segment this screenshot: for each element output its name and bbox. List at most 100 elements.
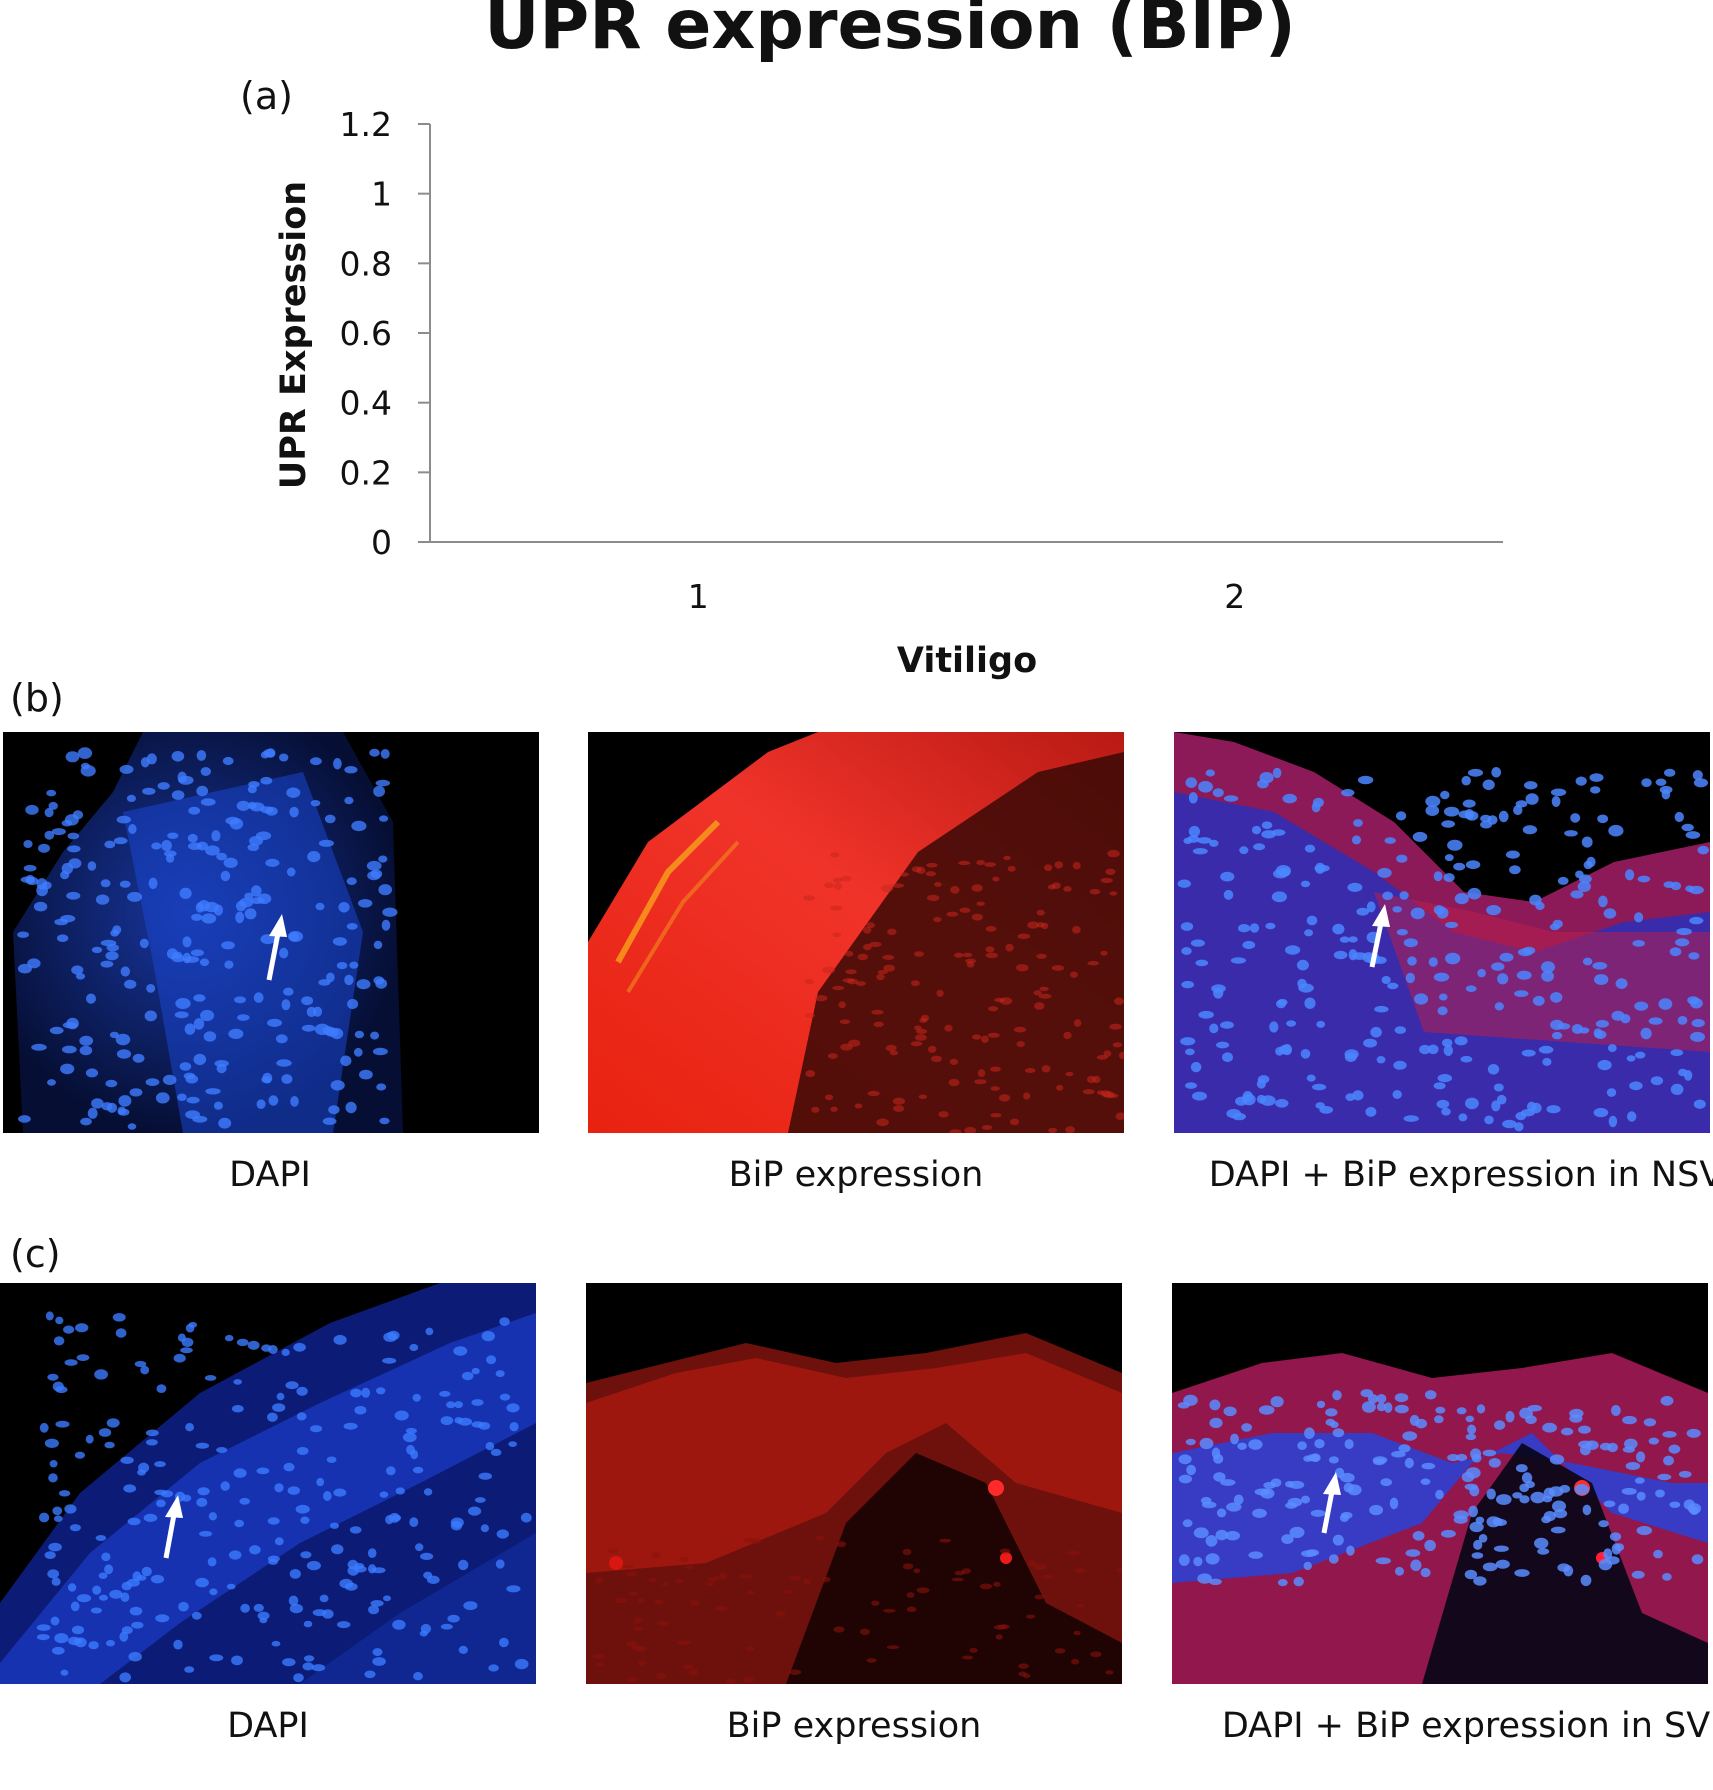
nucleus-dot	[1017, 933, 1031, 940]
nucleus-dot	[1405, 972, 1415, 984]
nucleus-dot	[1188, 792, 1198, 804]
nucleus-dot	[990, 1066, 1001, 1072]
nucleus-dot	[281, 1074, 293, 1084]
nucleus-dot	[44, 830, 55, 840]
nucleus-dot	[1209, 839, 1219, 847]
nucleus-dot	[977, 1069, 986, 1078]
nucleus-dot	[1241, 1423, 1252, 1432]
nucleus-dot	[53, 1336, 65, 1346]
nucleus-dot	[1509, 865, 1521, 875]
nucleus-dot	[98, 1572, 108, 1579]
caption-c-merge: DAPI + BiP expression in SV	[1221, 1706, 1711, 1746]
nucleus-dot	[656, 1673, 666, 1680]
nucleus-dot	[856, 981, 866, 986]
nucleus-dot	[301, 996, 314, 1006]
nucleus-dot	[1425, 805, 1440, 816]
nucleus-dot	[120, 1592, 130, 1602]
nucleus-dot	[1541, 961, 1555, 973]
nucleus-dot	[682, 1664, 695, 1669]
nucleus-dot	[1515, 800, 1528, 808]
nucleus-dot	[1269, 1021, 1279, 1033]
nucleus-dot	[1627, 1111, 1637, 1122]
nucleus-dot	[1447, 839, 1463, 851]
nucleus-dot	[300, 1551, 312, 1559]
nucleus-dot	[1222, 1052, 1233, 1063]
nucleus-dot	[1376, 1402, 1386, 1412]
nucleus-dot	[885, 1044, 897, 1052]
nucleus-dot	[409, 1517, 419, 1527]
nucleus-dot	[405, 1427, 417, 1434]
nucleus-dot	[64, 814, 79, 826]
nucleus-dot	[1513, 805, 1523, 816]
caption-c-bip: BiP expression	[726, 1706, 982, 1746]
nucleus-dot	[993, 1581, 1001, 1587]
nucleus-dot	[376, 1083, 387, 1091]
nucleus-dot	[1634, 912, 1644, 923]
nucleus-dot	[1441, 820, 1456, 828]
nucleus-dot	[361, 1387, 371, 1398]
nucleus-dot	[76, 1354, 90, 1361]
nucleus-dot	[1249, 923, 1260, 933]
nucleus-dot	[1686, 1428, 1701, 1438]
nucleus-dot	[1314, 864, 1330, 872]
nucleus-dot	[632, 1645, 643, 1651]
nucleus-dot	[974, 1079, 987, 1085]
nucleus-dot	[1190, 1061, 1202, 1073]
nucleus-dot	[247, 785, 257, 794]
nucleus-dot	[1467, 768, 1484, 777]
nucleus-dot	[1443, 806, 1460, 817]
nucleus-dot	[1435, 1489, 1444, 1500]
nucleus-dot	[288, 1595, 299, 1606]
nucleus-dot	[134, 1360, 147, 1368]
nucleus-dot	[1403, 938, 1418, 948]
nucleus-dot	[1213, 1454, 1224, 1464]
nucleus-dot	[235, 911, 245, 924]
nucleus-dot	[1631, 1570, 1645, 1579]
nucleus-dot	[1581, 836, 1593, 848]
nucleus-dot	[127, 1123, 137, 1130]
nucleus-dot	[1522, 946, 1536, 955]
nucleus-dot	[128, 1651, 142, 1662]
nucleus-dot	[992, 876, 1000, 882]
nucleus-dot	[1277, 867, 1291, 877]
nucleus-dot	[1277, 1579, 1288, 1587]
nucleus-dot	[68, 858, 82, 869]
nucleus-dot	[1444, 854, 1454, 862]
nucleus-dot	[216, 1447, 228, 1453]
nucleus-dot	[145, 1429, 159, 1437]
nucleus-dot	[998, 1094, 1011, 1102]
nucleus-dot	[340, 1055, 352, 1067]
nucleus-dot	[805, 1013, 815, 1018]
nucleus-dot	[146, 1439, 158, 1446]
nucleus-dot	[876, 1118, 889, 1127]
nucleus-dot	[499, 1637, 509, 1648]
nucleus-dot	[350, 1388, 362, 1398]
nucleus-dot	[119, 1672, 131, 1683]
nucleus-dot	[1212, 788, 1224, 798]
nucleus-dot	[55, 1420, 70, 1428]
nucleus-dot	[118, 1095, 132, 1107]
nucleus-dot	[825, 1094, 834, 1101]
nucleus-dot	[100, 960, 114, 968]
nucleus-dot	[265, 858, 280, 867]
nucleus-dot	[1185, 1048, 1195, 1056]
nucleus-dot	[185, 1423, 195, 1432]
nucleus-dot	[116, 1049, 132, 1059]
nucleus-dot	[39, 1512, 50, 1523]
nucleus-dot	[383, 1595, 391, 1602]
nucleus-dot	[1248, 1439, 1263, 1450]
nucleus-dot	[1550, 1526, 1566, 1534]
nucleus-dot	[61, 1045, 77, 1054]
nucleus-dot	[1263, 1481, 1276, 1489]
nucleus-dot	[50, 1616, 60, 1626]
nucleus-dot	[66, 1017, 79, 1030]
nucleus-dot	[1197, 837, 1212, 844]
nucleus-dot	[279, 753, 289, 762]
nucleus-dot	[1296, 959, 1309, 971]
nucleus-dot	[1256, 1079, 1266, 1089]
nucleus-dot	[1643, 1418, 1657, 1427]
nucleus-dot	[1598, 1520, 1609, 1528]
nucleus-dot	[1477, 968, 1486, 978]
nucleus-dot	[1054, 1648, 1066, 1654]
